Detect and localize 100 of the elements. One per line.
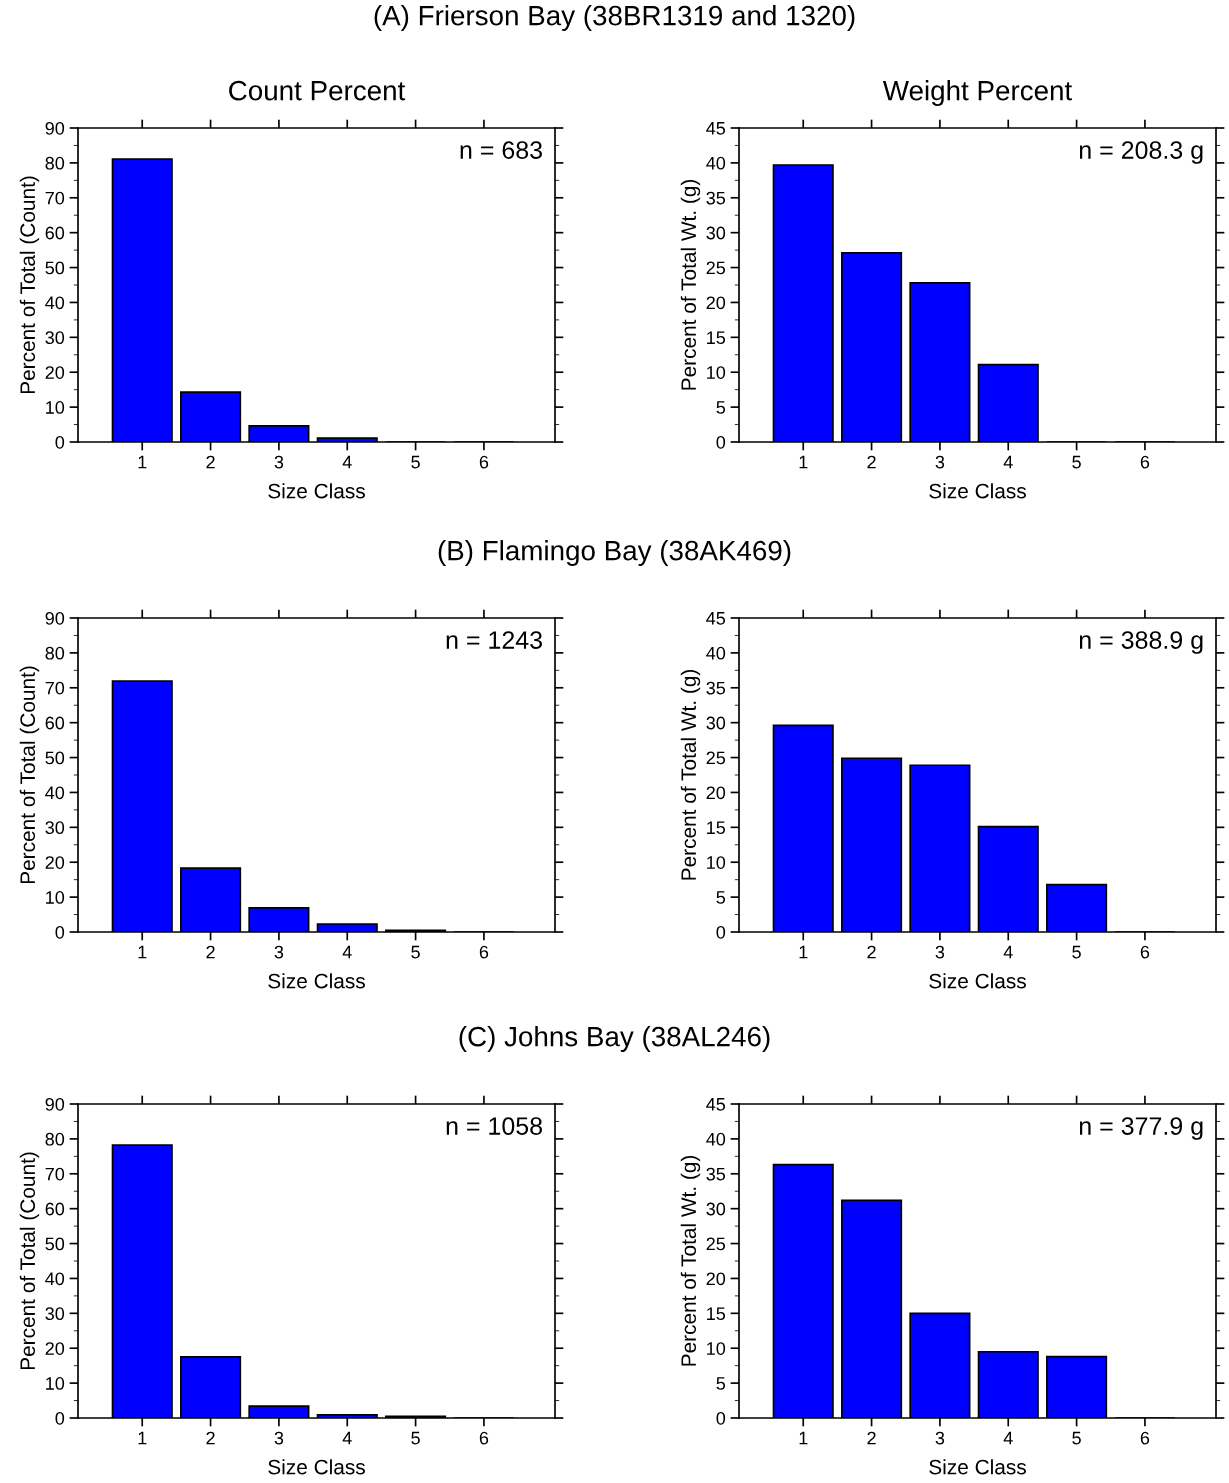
x-tick-label: 4 (342, 1431, 352, 1445)
y-tick-label: 25 (706, 751, 726, 765)
text: (C) Johns Bay (38AL246) (459, 1026, 770, 1052)
y-tick-label: 80 (45, 646, 65, 660)
y-tick-label: 20 (706, 1272, 726, 1286)
y-tick-label: 40 (45, 786, 65, 800)
y-tick-label: 90 (45, 611, 65, 625)
y-tick-label: 60 (45, 226, 65, 240)
x-tick-label: 5 (1072, 455, 1081, 469)
y-tick-label: 15 (707, 821, 726, 835)
y-tick-label: 10 (46, 1377, 65, 1390)
y-axis-title: Percent of Total Wt. (g) (680, 1155, 701, 1366)
x-tick-label: 3 (935, 455, 945, 469)
y-tick-label: 45 (706, 122, 726, 135)
chart-subtitle: Weight Percent (882, 80, 1073, 106)
y-tick-label: 50 (45, 751, 65, 765)
chart-subtitle: Count Percent (229, 80, 406, 101)
y-tick-label: 70 (45, 681, 65, 695)
y-tick-label: 30 (45, 821, 65, 835)
x-axis-title: Size Class (268, 973, 365, 989)
x-tick-label: 5 (411, 945, 420, 959)
y-tick-label: 0 (55, 925, 65, 939)
y-tick-label: 45 (706, 1098, 726, 1111)
y-tick-label: 15 (707, 1307, 726, 1321)
x-tick-label: 5 (411, 455, 420, 469)
y-tick-label: 90 (45, 121, 65, 135)
text: (A) Frierson Bay (38BR1319 and 1320) (374, 5, 855, 31)
x-axis-title: Size Class (268, 483, 365, 499)
y-tick-label: 30 (706, 716, 726, 730)
y-axis-title: Percent of Total (Count) (19, 1152, 40, 1370)
y-tick-label: 30 (706, 1202, 726, 1216)
x-tick-label: 3 (274, 945, 284, 959)
annotation: n = 208.3 g (1079, 141, 1203, 164)
y-tick-label: 20 (45, 856, 65, 869)
x-tick-label: 4 (342, 945, 352, 959)
y-tick-label: 40 (45, 1272, 65, 1286)
y-tick-label: 25 (706, 1237, 726, 1251)
y-tick-label: 40 (706, 1132, 726, 1146)
y-tick-label: 0 (716, 1411, 726, 1425)
x-tick-label: 2 (206, 945, 215, 959)
y-tick-label: 10 (46, 891, 65, 904)
y-tick-label: 20 (45, 366, 65, 379)
x-tick-label: 4 (1003, 1431, 1013, 1445)
y-tick-label: 45 (706, 612, 726, 625)
x-tick-label: 6 (1140, 945, 1150, 959)
y-tick-label: 5 (716, 891, 726, 904)
y-tick-label: 5 (716, 401, 726, 414)
y-tick-label: 80 (45, 1132, 65, 1146)
y-tick-label: 20 (706, 786, 726, 800)
y-tick-label: 10 (707, 366, 726, 379)
x-axis-title: Size Class (929, 973, 1026, 989)
x-tick-label: 1 (799, 1431, 808, 1445)
x-tick-label: 1 (799, 945, 808, 959)
y-tick-label: 30 (45, 331, 65, 345)
x-tick-label: 6 (1140, 455, 1150, 469)
y-tick-label: 35 (706, 681, 726, 695)
y-axis-title: Percent of Total (Count) (19, 176, 40, 394)
x-tick-label: 2 (206, 1431, 215, 1445)
y-tick-label: 70 (45, 1167, 65, 1181)
annotation: n = 1243 (446, 631, 542, 649)
x-tick-label: 3 (274, 1431, 284, 1445)
x-tick-label: 1 (138, 1431, 147, 1445)
x-tick-label: 2 (206, 455, 215, 469)
y-tick-label: 60 (45, 1202, 65, 1216)
y-axis-title: Percent of Total (Count) (19, 666, 40, 884)
x-tick-label: 5 (1072, 1431, 1081, 1445)
x-axis-title: Size Class (268, 1459, 365, 1475)
annotation: n = 1058 (446, 1117, 542, 1135)
x-tick-label: 6 (479, 455, 489, 469)
y-tick-label: 60 (45, 716, 65, 730)
x-tick-label: 3 (935, 945, 945, 959)
x-tick-label: 1 (138, 945, 147, 959)
annotation: n = 683 (460, 141, 542, 159)
x-axis-title: Size Class (929, 483, 1026, 499)
x-axis-title: Size Class (929, 1459, 1026, 1475)
y-tick-label: 40 (706, 156, 726, 170)
y-tick-label: 20 (45, 1342, 65, 1355)
y-tick-label: 0 (55, 1411, 65, 1425)
x-tick-label: 6 (479, 945, 489, 959)
y-tick-label: 90 (45, 1097, 65, 1111)
x-tick-label: 2 (867, 455, 876, 469)
y-tick-label: 50 (45, 1237, 65, 1251)
annotation: n = 388.9 g (1079, 631, 1203, 654)
x-tick-label: 1 (138, 455, 147, 469)
y-tick-label: 0 (716, 435, 726, 449)
y-tick-label: 80 (45, 156, 65, 170)
x-tick-label: 6 (1140, 1431, 1150, 1445)
y-tick-label: 40 (706, 646, 726, 660)
x-tick-label: 4 (1003, 455, 1013, 469)
annotation: n = 377.9 g (1079, 1117, 1203, 1140)
x-tick-label: 2 (867, 945, 876, 959)
y-tick-label: 40 (45, 296, 65, 310)
x-tick-label: 1 (799, 455, 808, 469)
x-tick-label: 3 (274, 455, 284, 469)
y-tick-label: 20 (706, 296, 726, 310)
y-tick-label: 30 (706, 226, 726, 240)
y-axis-title: Percent of Total Wt. (g) (680, 669, 701, 880)
y-tick-label: 35 (706, 1167, 726, 1181)
text: (B) Flamingo Bay (38AK469) (438, 540, 791, 566)
x-tick-label: 5 (411, 1431, 420, 1445)
